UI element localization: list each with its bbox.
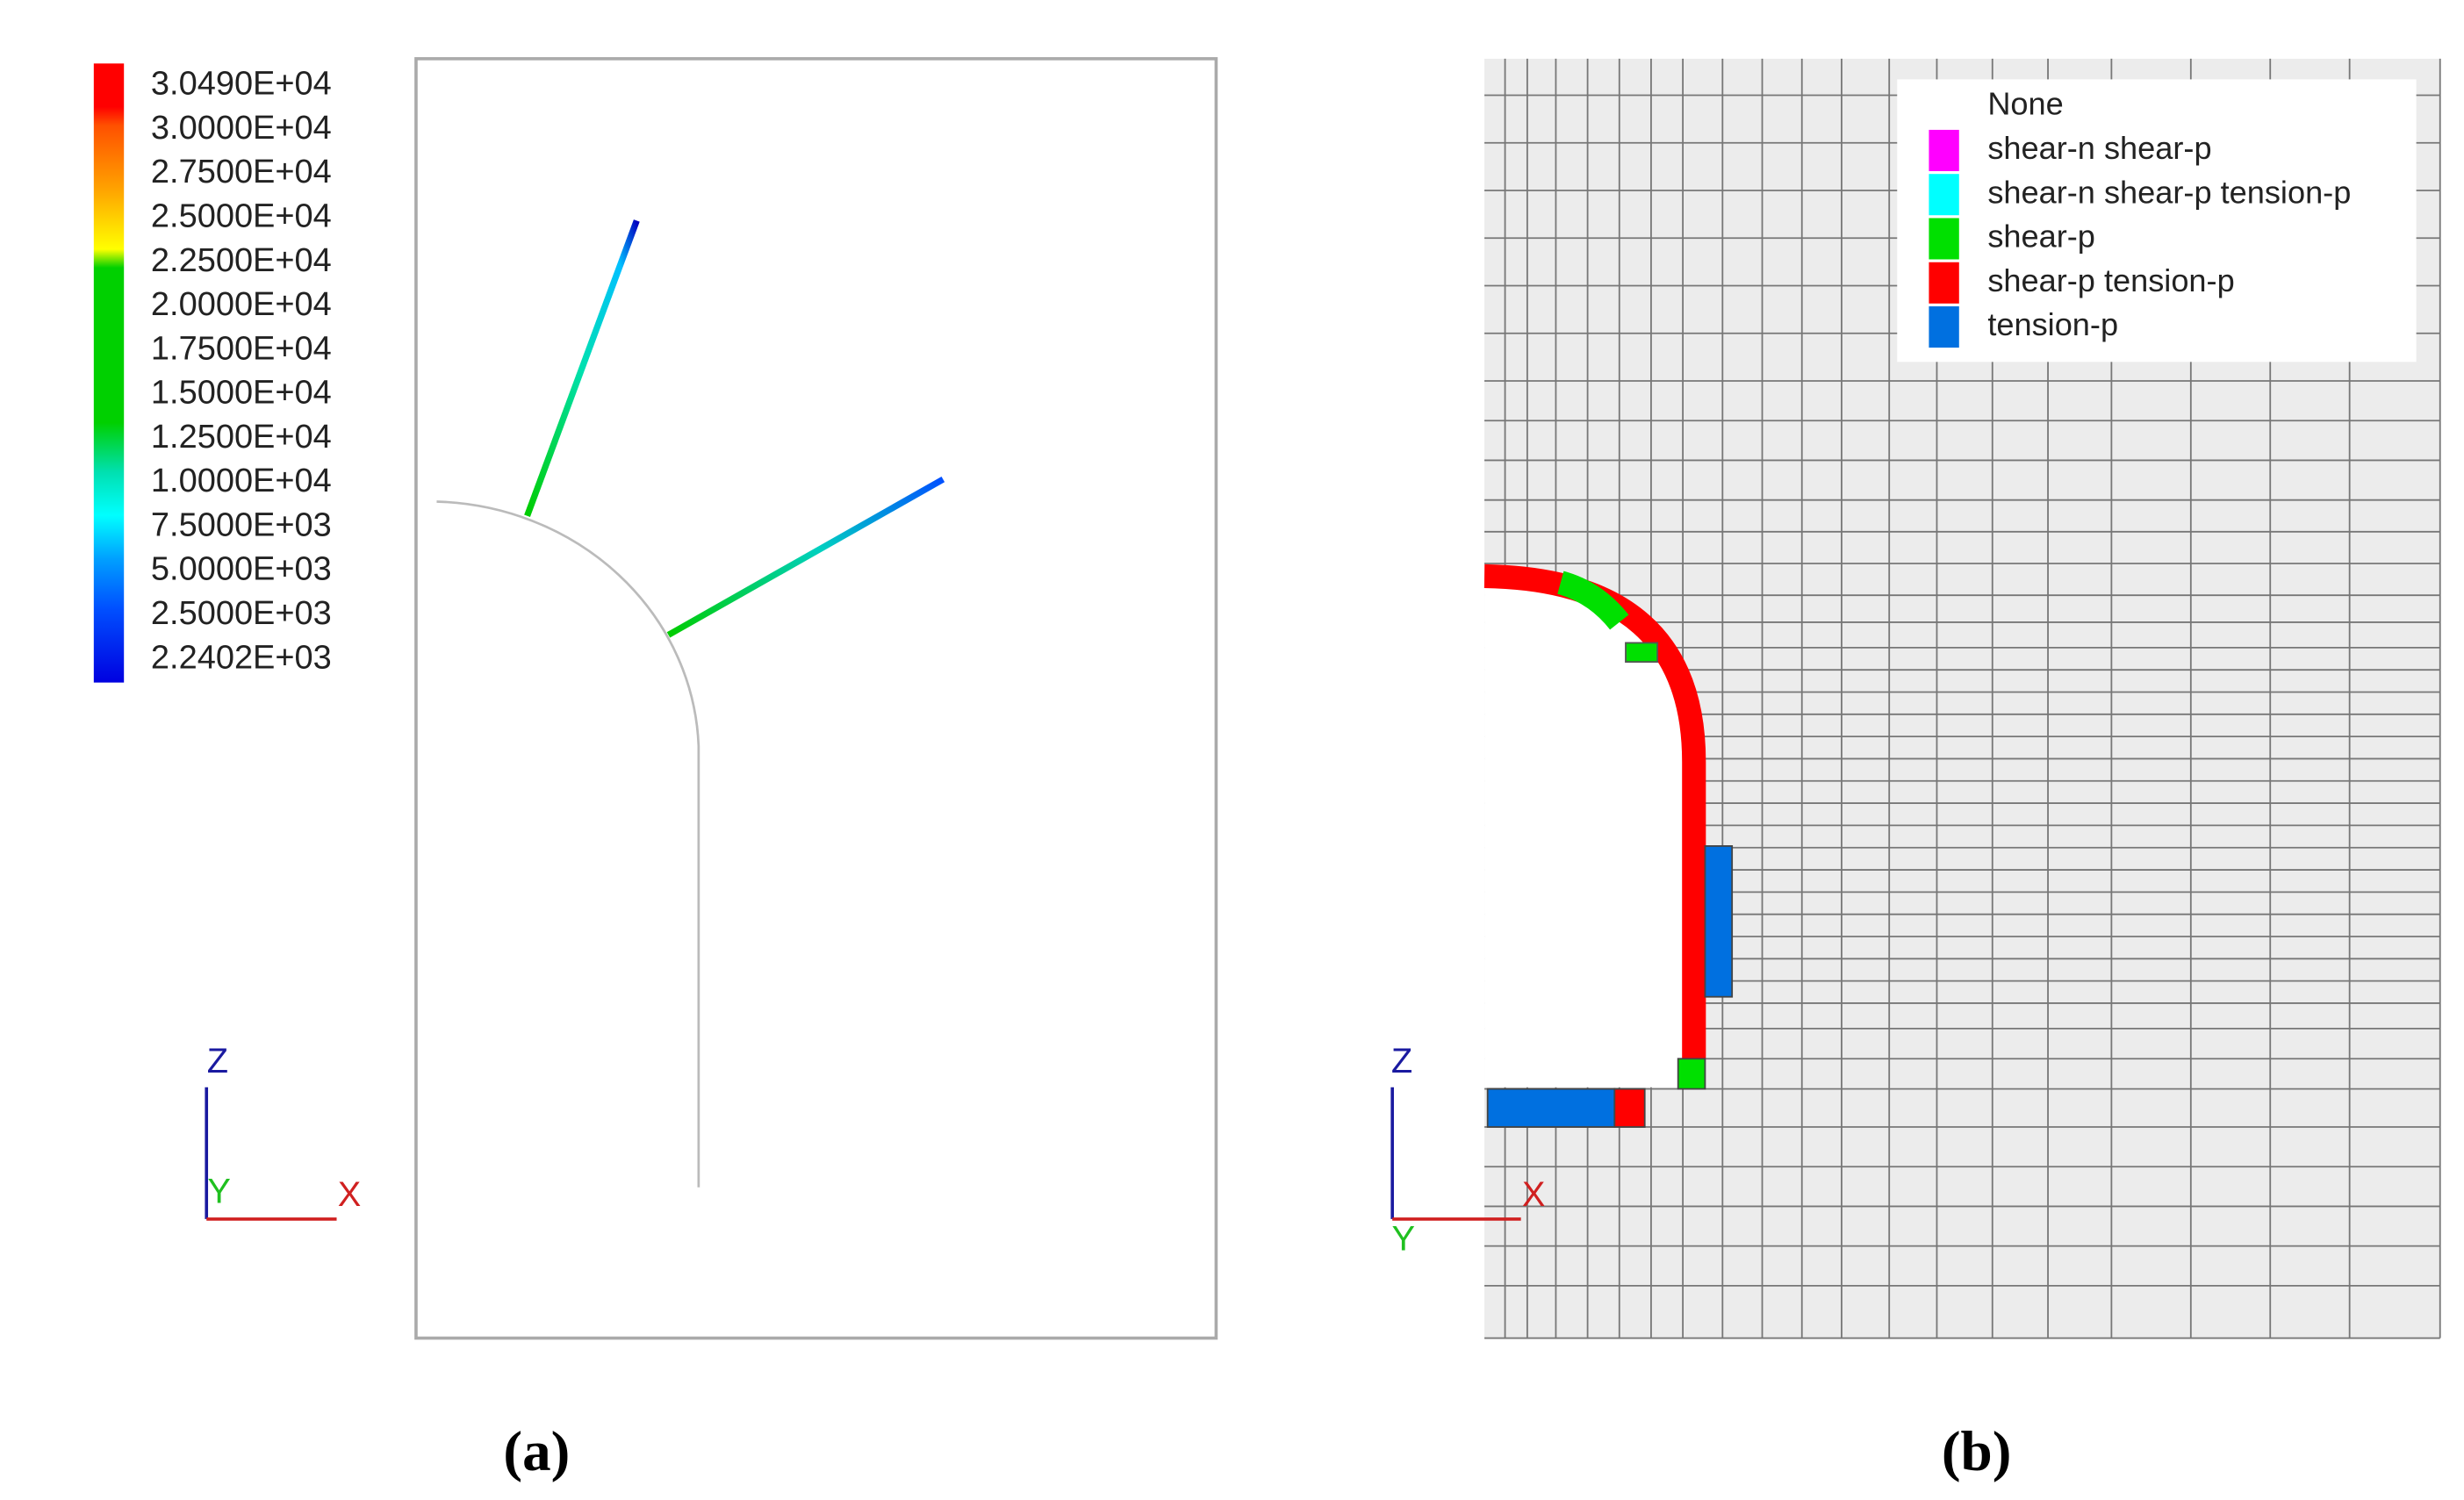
legend-swatch	[1929, 262, 1959, 304]
zone-band	[1556, 571, 1629, 630]
legend-swatch	[1929, 174, 1959, 216]
bolt	[666, 477, 945, 638]
model-frame	[414, 57, 1218, 1340]
colorbar-label: 2.0000E+04	[151, 286, 332, 323]
colorbar-label: 1.5000E+04	[151, 375, 332, 412]
legend-label: tension-p	[1987, 306, 2118, 342]
zone-cell	[1677, 1058, 1706, 1090]
legend-label: None	[1987, 86, 2063, 122]
colorbar-label: 7.5000E+03	[151, 506, 332, 543]
legend-swatch	[1929, 306, 1959, 348]
tunnel-outline	[436, 500, 700, 1188]
colorbar-label: 2.2402E+03	[151, 639, 332, 676]
colorbar-label: 1.7500E+04	[151, 330, 332, 367]
legend-swatch	[1929, 85, 1959, 127]
caption: (a)	[503, 1420, 570, 1483]
zone-cell	[1625, 642, 1659, 664]
colorbar-label: 2.5000E+04	[151, 198, 332, 235]
panel-b: None shear-n shear-p shear-n shear-p tensi…	[1390, 58, 2441, 1483]
axis-label: Y	[207, 1172, 231, 1210]
bolt	[524, 219, 640, 518]
opening	[1484, 587, 1684, 1087]
legend-label: shear-p tension-p	[1987, 262, 2234, 298]
zone-cells	[1486, 1087, 1616, 1128]
colorbar-label: 2.5000E+03	[151, 595, 332, 632]
zone-cells	[1704, 845, 1734, 998]
axis-label: X	[338, 1175, 362, 1214]
legend-label: shear-n shear-p tension-p	[1987, 174, 2351, 210]
colorbar-label: 3.0490E+04	[151, 66, 332, 103]
zone-band	[1483, 563, 1706, 1059]
colorbar-label: 2.2500E+04	[151, 242, 332, 279]
colorbar-label: 5.0000E+03	[151, 551, 332, 588]
zone-cell	[1613, 1087, 1646, 1128]
colorbar-label: 1.0000E+04	[151, 463, 332, 499]
legend-swatch	[1929, 218, 1959, 260]
panel-a: 3.0490E+04 3.0000E+04 2.7500E+04 2.5000E+04…	[93, 57, 1218, 1483]
legend-box	[1897, 79, 2417, 362]
axis-label: Z	[207, 1042, 228, 1080]
axis-label: Y	[1392, 1220, 1416, 1259]
colorbar-label: 2.7500E+04	[151, 154, 332, 190]
axis-label: X	[1522, 1175, 1546, 1214]
legend-label: shear-n shear-p	[1987, 130, 2211, 166]
legend-label: shear-p	[1987, 219, 2095, 255]
colorbar-label: 1.2500E+04	[151, 419, 332, 456]
axis-label: Z	[1391, 1042, 1412, 1080]
caption: (b)	[1942, 1420, 2012, 1483]
legend-swatch	[1929, 129, 1959, 171]
colorbar	[93, 63, 125, 683]
colorbar-label: 3.0000E+04	[151, 110, 332, 147]
